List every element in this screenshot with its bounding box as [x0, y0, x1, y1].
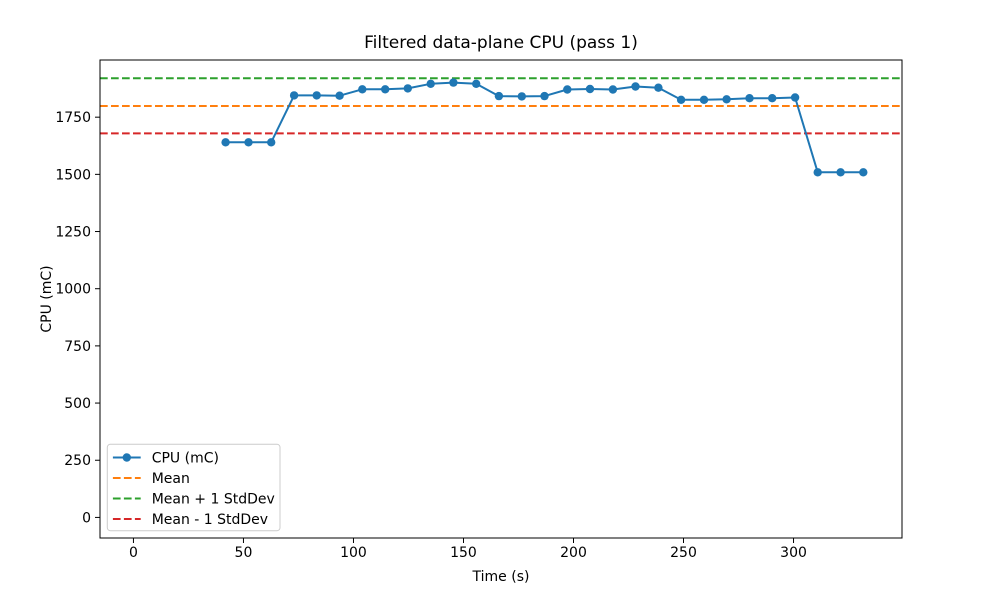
cpu-series-marker	[859, 168, 868, 177]
x-tick-label: 300	[780, 545, 807, 561]
cpu-series-marker	[745, 94, 754, 103]
cpu-series-marker	[836, 168, 845, 177]
cpu-series-marker	[585, 84, 595, 94]
legend-cpu-marker	[122, 453, 131, 462]
cpu-series-marker	[563, 85, 572, 94]
cpu-series-marker	[312, 91, 321, 100]
y-tick-label: 1500	[55, 167, 91, 183]
y-tick-label: 500	[64, 396, 91, 412]
cpu-series-marker	[449, 78, 458, 87]
legend-item-label: Mean	[152, 471, 190, 487]
x-tick-label: 50	[235, 545, 253, 561]
plot-border	[99, 59, 903, 539]
chart-title: Filtered data-plane CPU (pass 1)	[364, 33, 638, 53]
cpu-series-marker	[244, 138, 253, 147]
cpu-series-marker	[472, 79, 481, 89]
x-tick-label: 200	[560, 545, 587, 561]
cpu-series-marker	[631, 82, 640, 91]
y-tick-label: 0	[82, 510, 91, 526]
cpu-series-marker	[426, 79, 435, 89]
cpu-series-marker	[722, 95, 731, 104]
cpu-series-marker	[676, 95, 686, 105]
legend-item-label: CPU (mC)	[152, 451, 219, 467]
y-tick-label: 250	[64, 453, 91, 469]
cpu-series-marker	[699, 95, 709, 105]
y-tick-label: 1250	[55, 225, 91, 241]
y-axis-label: CPU (mC)	[39, 265, 55, 332]
x-tick-label: 250	[670, 545, 697, 561]
cpu-series-marker	[608, 85, 618, 94]
cpu-series-marker	[494, 91, 504, 101]
cpu-series-marker	[768, 94, 777, 103]
cpu-series-marker	[335, 91, 344, 100]
legend-item-label: Mean + 1 StdDev	[152, 492, 275, 508]
cpu-series-marker	[654, 83, 663, 92]
cpu-series-marker	[517, 92, 526, 101]
x-tick-label: 150	[450, 545, 477, 561]
legend-item-label: Mean - 1 StdDev	[152, 512, 268, 528]
x-tick-label: 0	[129, 545, 138, 561]
cpu-series-marker	[813, 168, 822, 177]
cpu-series-marker	[221, 138, 230, 147]
y-tick-label: 1750	[55, 110, 91, 126]
cpu-series-marker	[358, 85, 367, 94]
cpu-series-marker	[540, 91, 549, 101]
cpu-series-marker	[790, 93, 800, 102]
cpu-series-marker	[267, 138, 276, 147]
y-tick-label: 1000	[55, 282, 91, 298]
y-tick-label: 750	[64, 339, 91, 355]
cpu-series-marker	[289, 91, 299, 100]
x-axis-label: Time (s)	[472, 569, 530, 585]
cpu-series-marker	[403, 84, 412, 93]
legend-box	[106, 443, 281, 532]
x-tick-label: 100	[340, 545, 367, 561]
cpu-series-marker	[381, 85, 390, 94]
